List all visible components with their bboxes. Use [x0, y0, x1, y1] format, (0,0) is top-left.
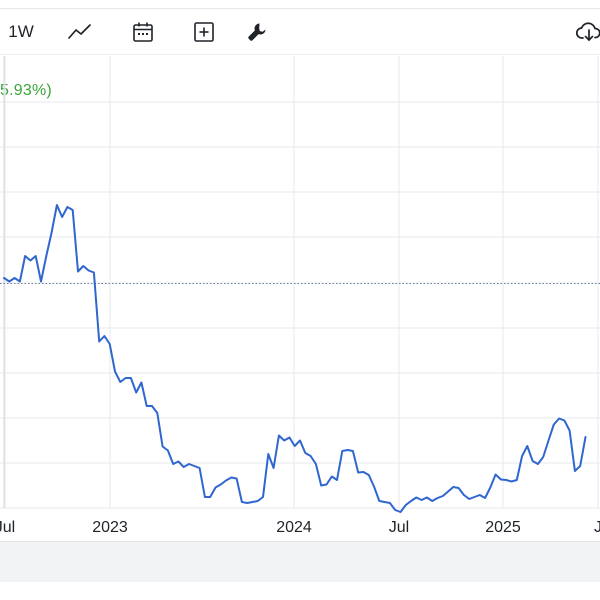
wrench-icon [248, 23, 266, 41]
cloud-download-icon [575, 22, 600, 41]
interval-label: 1W [8, 22, 34, 41]
price-series-line [3, 204, 587, 513]
line-chart-icon [68, 24, 91, 39]
settings-button[interactable] [242, 18, 272, 46]
calendar-button[interactable] [128, 18, 158, 46]
price-chart-area[interactable]: Jul 2023 2024 Jul 2025 J [0, 55, 600, 545]
x-tick-label: 2023 [92, 519, 128, 536]
download-button[interactable] [574, 18, 600, 46]
chart-grid [0, 56, 600, 509]
chart-toolbar: 1W [0, 0, 600, 62]
interval-button[interactable]: 1W [4, 18, 38, 46]
price-change-label: 5.93%) [0, 82, 52, 99]
toolbar-bottom-divider [0, 54, 600, 55]
x-tick-label: J [594, 519, 600, 536]
add-indicator-button[interactable] [189, 18, 219, 46]
x-axis-ticks: Jul 2023 2024 Jul 2025 J [0, 519, 600, 536]
price-chart[interactable]: Jul 2023 2024 Jul 2025 J [0, 55, 600, 545]
add-indicator-icon [194, 22, 214, 42]
calendar-icon [133, 22, 153, 42]
chart-footer-bar [0, 541, 600, 582]
x-tick-label: 2024 [276, 519, 312, 536]
x-tick-label: 2025 [485, 519, 521, 536]
toolbar-top-divider [0, 8, 600, 9]
chart-type-button[interactable] [64, 18, 96, 46]
x-tick-label: Jul [0, 519, 15, 536]
x-tick-label: Jul [389, 519, 409, 536]
